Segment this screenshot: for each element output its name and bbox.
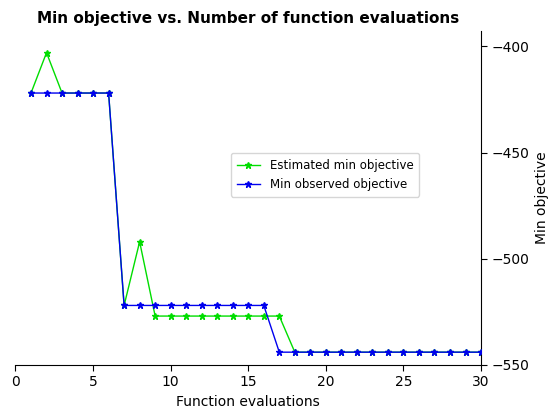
Estimated min objective (152, 314, 158, 319)
Min observed objective (121, 303, 128, 308)
Estimated min objective (431, 350, 438, 355)
Min observed objective (353, 350, 360, 355)
Estimated min objective (291, 350, 298, 355)
Min observed objective (323, 350, 329, 355)
Title: Min objective vs. Number of function evaluations: Min objective vs. Number of function eva… (37, 11, 459, 26)
Estimated min objective (43, 50, 50, 55)
Estimated min objective (353, 350, 360, 355)
Min observed objective (152, 303, 158, 308)
Line: Min observed objective: Min observed objective (27, 89, 484, 356)
Estimated min objective (27, 91, 34, 96)
Estimated min objective (136, 239, 143, 244)
Min observed objective (447, 350, 454, 355)
Estimated min objective (167, 314, 174, 319)
Min observed objective (27, 91, 34, 96)
Min observed objective (214, 303, 221, 308)
Min observed objective (59, 91, 66, 96)
Y-axis label: Min objective: Min objective (535, 152, 549, 244)
Min observed objective (416, 350, 422, 355)
Estimated min objective (183, 314, 189, 319)
Min observed objective (105, 91, 112, 96)
Estimated min objective (369, 350, 376, 355)
Estimated min objective (105, 91, 112, 96)
Min observed objective (431, 350, 438, 355)
Line: Estimated min objective: Estimated min objective (27, 49, 484, 356)
Estimated min objective (245, 314, 251, 319)
Min observed objective (136, 303, 143, 308)
Estimated min objective (59, 91, 66, 96)
X-axis label: Function evaluations: Function evaluations (176, 395, 320, 409)
Min observed objective (230, 303, 236, 308)
Estimated min objective (462, 350, 469, 355)
Estimated min objective (416, 350, 422, 355)
Estimated min objective (230, 314, 236, 319)
Estimated min objective (478, 350, 484, 355)
Estimated min objective (198, 314, 205, 319)
Estimated min objective (338, 350, 345, 355)
Min observed objective (400, 350, 407, 355)
Min observed objective (245, 303, 251, 308)
Estimated min objective (90, 91, 96, 96)
Estimated min objective (447, 350, 454, 355)
Min observed objective (478, 350, 484, 355)
Estimated min objective (214, 314, 221, 319)
Min observed objective (90, 91, 96, 96)
Min observed objective (198, 303, 205, 308)
Estimated min objective (323, 350, 329, 355)
Min observed objective (183, 303, 189, 308)
Estimated min objective (400, 350, 407, 355)
Min observed objective (74, 91, 81, 96)
Estimated min objective (307, 350, 314, 355)
Legend: Estimated min objective, Min observed objective: Estimated min objective, Min observed ob… (231, 153, 419, 197)
Min observed objective (307, 350, 314, 355)
Min observed objective (167, 303, 174, 308)
Estimated min objective (276, 314, 283, 319)
Min observed objective (276, 350, 283, 355)
Min observed objective (291, 350, 298, 355)
Estimated min objective (74, 91, 81, 96)
Estimated min objective (260, 314, 267, 319)
Min observed objective (338, 350, 345, 355)
Estimated min objective (121, 303, 128, 308)
Estimated min objective (385, 350, 391, 355)
Min observed objective (43, 91, 50, 96)
Min observed objective (462, 350, 469, 355)
Min observed objective (385, 350, 391, 355)
Min observed objective (369, 350, 376, 355)
Min observed objective (260, 303, 267, 308)
